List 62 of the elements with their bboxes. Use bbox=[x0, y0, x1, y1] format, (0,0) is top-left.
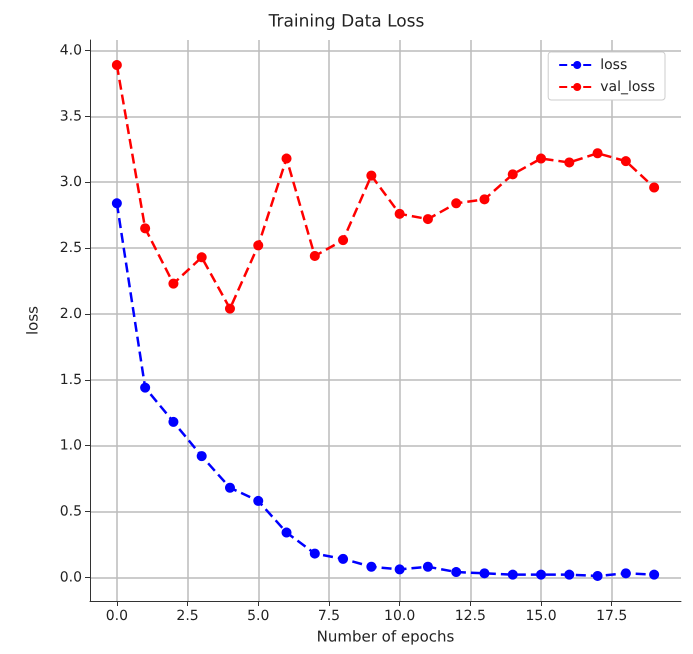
point bbox=[451, 198, 462, 208]
point bbox=[564, 157, 574, 168]
point bbox=[592, 570, 603, 581]
point bbox=[253, 240, 264, 250]
point bbox=[253, 496, 264, 506]
x-tick-label: 12.5 bbox=[454, 608, 486, 624]
point bbox=[196, 451, 207, 462]
point bbox=[168, 416, 178, 427]
point bbox=[140, 382, 150, 393]
y-tick-label: 4.0 bbox=[60, 42, 82, 59]
point bbox=[282, 154, 292, 164]
point bbox=[508, 570, 518, 580]
point bbox=[564, 570, 574, 580]
point bbox=[224, 482, 235, 493]
y-tick-label: 1.0 bbox=[60, 438, 82, 454]
y-tick-label: 2.0 bbox=[60, 306, 82, 322]
point bbox=[649, 570, 660, 580]
point bbox=[394, 208, 405, 219]
point bbox=[366, 562, 376, 572]
legend-label: val_loss bbox=[600, 79, 655, 95]
point bbox=[140, 223, 150, 234]
point bbox=[282, 528, 292, 538]
point bbox=[422, 214, 433, 224]
point bbox=[451, 567, 462, 578]
point bbox=[338, 554, 348, 564]
point bbox=[479, 194, 490, 204]
x-tick-label: 0.0 bbox=[106, 608, 128, 624]
y-tick-label: 3.5 bbox=[60, 108, 82, 124]
x-tick-label: 7.5 bbox=[318, 608, 340, 624]
point bbox=[620, 568, 631, 578]
point bbox=[366, 170, 376, 181]
y-axis-title: loss bbox=[24, 306, 42, 335]
point bbox=[536, 154, 546, 164]
point bbox=[422, 562, 433, 572]
chart-title: Training Data Loss bbox=[268, 12, 425, 32]
y-tick-label: 3.0 bbox=[60, 174, 82, 190]
y-tick-label: 0.5 bbox=[60, 503, 82, 520]
point bbox=[168, 278, 178, 289]
point bbox=[224, 304, 235, 314]
point bbox=[620, 156, 631, 166]
point bbox=[536, 570, 546, 580]
point bbox=[310, 548, 320, 559]
x-tick-label: 15.0 bbox=[525, 608, 557, 624]
point bbox=[592, 148, 603, 158]
y-tick-label: 0.0 bbox=[60, 569, 82, 586]
point bbox=[112, 60, 122, 70]
x-tick-label: 10.0 bbox=[384, 608, 416, 624]
x-axis-title: Number of epochs bbox=[316, 628, 455, 646]
point bbox=[394, 564, 405, 574]
x-tick-label: 5.0 bbox=[247, 608, 270, 624]
point bbox=[479, 568, 490, 578]
y-tick-label: 2.5 bbox=[60, 240, 82, 256]
point bbox=[338, 235, 348, 246]
point bbox=[196, 252, 207, 262]
point bbox=[508, 169, 518, 180]
x-tick-label: 17.5 bbox=[596, 608, 628, 624]
point bbox=[112, 198, 122, 208]
point bbox=[649, 182, 660, 192]
y-tick-label: 1.5 bbox=[60, 372, 82, 388]
legend-label: loss bbox=[600, 57, 628, 73]
point bbox=[310, 250, 320, 261]
x-tick-label: 2.5 bbox=[176, 608, 199, 624]
